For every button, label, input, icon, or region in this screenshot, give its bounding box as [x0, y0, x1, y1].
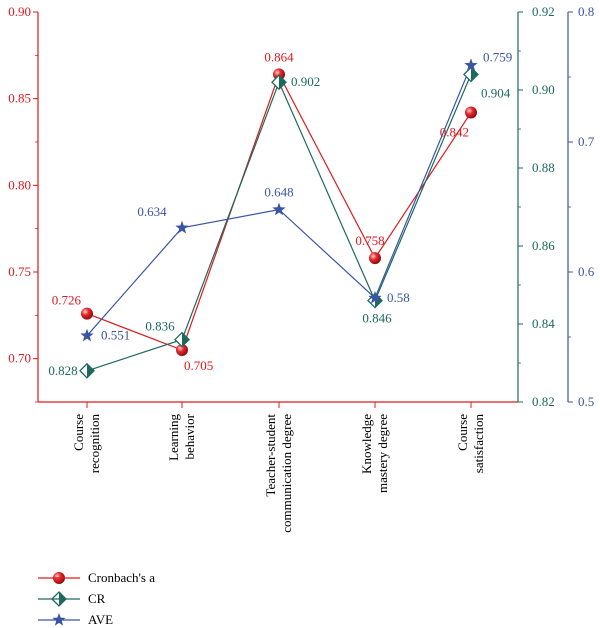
left-axis-tick-label: 0.70: [8, 351, 31, 366]
ave-point: [175, 220, 189, 234]
cr-point: [79, 362, 95, 379]
x-axis-category-label: Course: [71, 414, 86, 451]
cronbach-point: [81, 307, 93, 320]
x-axis-category-label: satisfaction: [471, 414, 486, 474]
legend-label: CR: [88, 591, 106, 606]
ave-point: [272, 202, 286, 216]
x-axis-category-label: behavior: [182, 413, 197, 459]
cr-point: [174, 331, 190, 348]
ave-point: [52, 613, 66, 626]
right-axis-cr-tick-label: 0.82: [532, 394, 555, 409]
left-axis-tick-label: 0.75: [8, 264, 31, 279]
data-label: 0.828: [48, 363, 77, 378]
cr-point: [271, 74, 287, 91]
cronbach-point: [369, 252, 381, 265]
x-axis-category-label: Learning: [166, 414, 181, 461]
right-axis-ave-tick-label: 0.6: [578, 264, 595, 279]
data-labels: 0.726 0.705 0.864 0.758 0.842 0.828 0.836 0.902…: [48, 49, 512, 378]
right-axis-cr-tick-label: 0.90: [532, 82, 555, 97]
left-axis-tick-label: 0.80: [8, 177, 31, 192]
axes: 0.70 0.75 0.80 0.85 0.90 0.82 0.84 0.86 0.88 0.90…: [8, 4, 595, 533]
left-axis-tick-label: 0.90: [8, 4, 31, 19]
x-axis-category-label: mastery degree: [375, 414, 390, 493]
cronbach-point: [465, 106, 477, 119]
x-axis-category-label: Course: [455, 414, 470, 451]
data-label: 0.836: [145, 319, 175, 334]
legend: Cronbach's a CR AVE: [38, 570, 155, 627]
data-label: 0.842: [440, 125, 469, 140]
data-label: 0.551: [101, 328, 130, 343]
data-label: 0.634: [137, 204, 167, 219]
data-label: 0.705: [184, 358, 213, 373]
right-axis-ave-tick-label: 0.7: [578, 134, 595, 149]
right-axis-cr-tick-label: 0.88: [532, 160, 555, 175]
left-axis-tick-label: 0.85: [8, 91, 31, 106]
series-markers: [51, 58, 479, 626]
cronbach-point: [176, 344, 188, 356]
right-axis-ave-tick-label: 0.5: [578, 394, 594, 409]
data-label: 0.904: [481, 85, 511, 100]
data-label: 0.759: [483, 49, 512, 64]
x-axis-category-label: Knowledge: [359, 414, 374, 474]
data-label: 0.864: [264, 49, 294, 64]
legend-label: AVE: [88, 612, 113, 627]
data-label: 0.648: [264, 185, 293, 200]
right-axis-cr-tick-label: 0.86: [532, 238, 555, 253]
ave-point: [368, 291, 382, 304]
data-label: 0.726: [52, 293, 82, 308]
x-axis-category-label: Teacher-student: [263, 414, 278, 497]
right-axis-cr-tick-label: 0.92: [532, 4, 555, 19]
data-label: 0.902: [291, 74, 320, 89]
right-axis-ave-tick-label: 0.8: [578, 4, 594, 19]
cr-point: [463, 66, 479, 83]
legend-label: Cronbach's a: [88, 570, 155, 585]
x-axis-category-label: communication degree: [279, 414, 294, 533]
ave-point: [80, 328, 94, 342]
data-label: 0.58: [387, 290, 410, 305]
data-label: 0.758: [355, 233, 384, 248]
ave-point: [464, 58, 478, 71]
data-label: 0.846: [362, 311, 392, 326]
x-axis-category-label: recognition: [87, 414, 102, 474]
right-axis-cr-tick-label: 0.84: [532, 316, 555, 331]
